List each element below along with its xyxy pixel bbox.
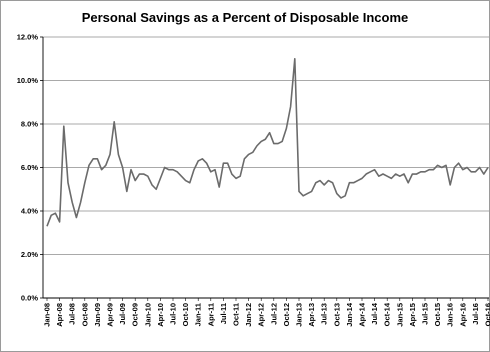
x-tick-label: Jan-11 xyxy=(194,303,203,326)
y-tick-label: 4.0% xyxy=(21,207,38,216)
x-tick-label: Jan-12 xyxy=(244,303,253,327)
y-tick-label: 6.0% xyxy=(21,163,38,172)
x-tick-label: Jul-16 xyxy=(471,303,480,325)
x-tick-label: Oct-12 xyxy=(282,303,291,326)
x-axis-ticks: Jan-08 Apr-08 Jul-08 Oct-08 Jan-09 Apr-09 Jul-… xyxy=(43,298,490,327)
x-tick-label: Oct-09 xyxy=(131,303,140,326)
x-tick-label: Apr-16 xyxy=(458,303,467,327)
x-tick-label: Jul-12 xyxy=(269,303,278,325)
x-tick-label: Jan-09 xyxy=(93,303,102,327)
x-tick-label: Apr-08 xyxy=(55,303,64,327)
y-tick-label: 0.0% xyxy=(21,294,38,303)
chart-title: Personal Savings as a Percent of Disposa… xyxy=(81,10,409,25)
x-tick-label: Oct-14 xyxy=(383,302,392,326)
y-tick-label: 8.0% xyxy=(21,120,38,129)
x-tick-label: Oct-10 xyxy=(181,303,190,326)
x-tick-label: Apr-09 xyxy=(106,303,115,327)
x-tick-label: Apr-13 xyxy=(307,303,316,327)
series-layer xyxy=(46,57,489,227)
x-tick-label: Jan-16 xyxy=(446,303,455,327)
x-tick-label: Jul-13 xyxy=(320,303,329,325)
y-tick-label: 12.0% xyxy=(17,33,39,42)
y-axis-ticks: 0.0% 2.0% 4.0% 6.0% 8.0% 10.0% 12.0% xyxy=(17,33,43,303)
x-tick-label: Jul-15 xyxy=(421,303,430,325)
x-tick-label: Jan-13 xyxy=(295,303,304,327)
x-tick-label: Jul-08 xyxy=(68,303,77,325)
x-tick-label: Jul-10 xyxy=(169,303,178,325)
x-tick-label: Apr-10 xyxy=(156,303,165,327)
x-tick-label: Apr-15 xyxy=(408,303,417,327)
x-tick-label: Jan-14 xyxy=(345,302,354,327)
x-tick-label: Jul-14 xyxy=(370,302,379,325)
x-tick-label: Jan-08 xyxy=(43,303,52,327)
x-tick-label: Oct-15 xyxy=(433,303,442,326)
series-line xyxy=(46,57,489,227)
x-tick-label: Jan-10 xyxy=(143,303,152,327)
x-tick-label: Apr-11 xyxy=(206,303,215,326)
x-tick-label: Oct-11 xyxy=(232,303,241,326)
y-tick-label: 10.0% xyxy=(17,76,39,85)
x-tick-label: Jul-11 xyxy=(219,303,228,324)
x-tick-label: Jul-09 xyxy=(118,303,127,325)
x-tick-label: Oct-08 xyxy=(80,303,89,326)
x-tick-label: Oct-16 xyxy=(484,303,490,326)
x-tick-label: Oct-13 xyxy=(332,303,341,326)
y-tick-label: 2.0% xyxy=(21,250,38,259)
x-tick-label: Jan-15 xyxy=(395,303,404,327)
x-tick-label: Apr-14 xyxy=(358,302,367,327)
x-tick-label: Apr-12 xyxy=(257,303,266,327)
gridlines xyxy=(43,36,489,255)
